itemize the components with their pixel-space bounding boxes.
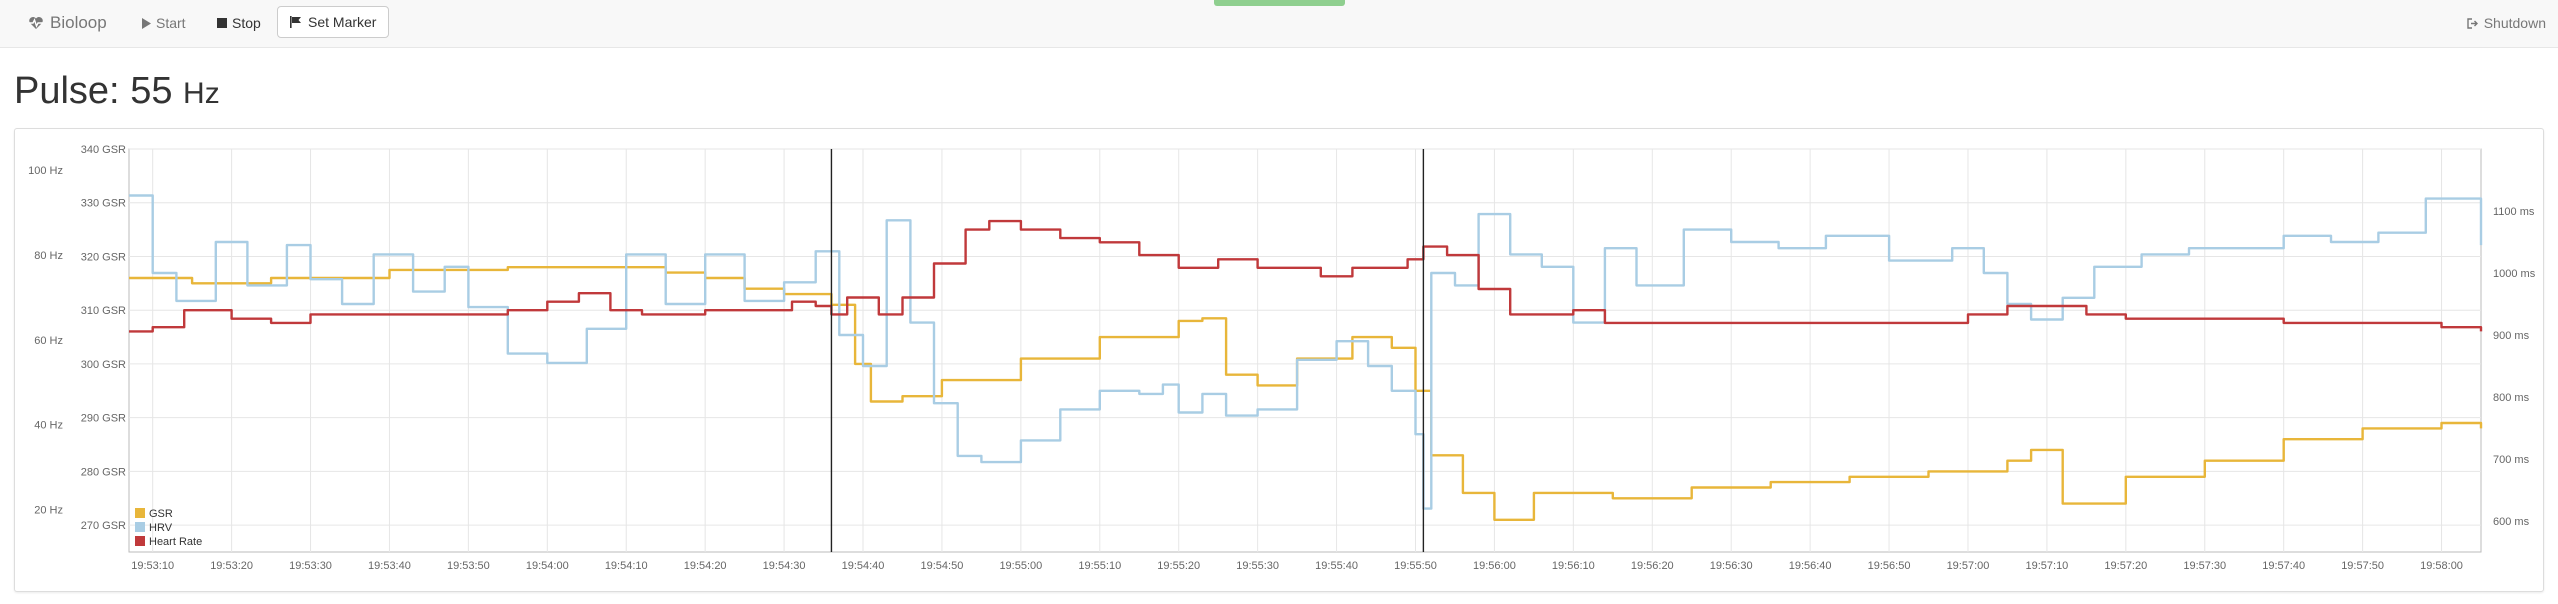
x-tick-label: 19:55:30: [1236, 560, 1279, 572]
start-label: Start: [156, 15, 186, 31]
hz-tick-label: 20 Hz: [34, 505, 63, 517]
hz-tick-label: 40 Hz: [34, 420, 63, 432]
shutdown-link[interactable]: Shutdown: [2467, 15, 2546, 31]
x-tick-label: 19:56:00: [1473, 560, 1516, 572]
legend-label: GSR: [149, 508, 173, 520]
legend-swatch: [135, 536, 145, 546]
plot-area: [128, 148, 2482, 553]
x-tick-label: 19:53:40: [368, 560, 411, 572]
x-tick-label: 19:54:40: [842, 560, 885, 572]
x-tick-label: 19:54:30: [763, 560, 806, 572]
x-tick-label: 19:57:10: [2025, 560, 2068, 572]
pulse-heading: Pulse: 55 Hz: [14, 70, 220, 113]
series-hrv: [129, 194, 2483, 510]
x-tick-label: 19:56:30: [1710, 560, 1753, 572]
x-tick-label: 19:55:50: [1394, 560, 1437, 572]
play-icon: [142, 17, 151, 29]
stop-icon: [217, 18, 227, 28]
start-link[interactable]: Start: [142, 15, 186, 31]
legend-label: Heart Rate: [149, 536, 202, 548]
x-tick-label: 19:56:50: [1868, 560, 1911, 572]
pulse-unit: Hz: [183, 77, 220, 110]
gsr-tick-label: 310 GSR: [81, 305, 126, 317]
biofeedback-chart: 19:53:10 19:53:20 19:53:30 19:53:40 19:53:50…: [28, 144, 2536, 572]
hz-tick-label: 100 Hz: [28, 165, 63, 177]
x-tick-label: 19:55:10: [1078, 560, 1121, 572]
x-tick-label: 19:57:50: [2341, 560, 2384, 572]
stop-link[interactable]: Stop: [217, 15, 261, 31]
ms-tick-label: 600 ms: [2493, 516, 2530, 528]
x-tick-label: 19:56:20: [1631, 560, 1674, 572]
gsr-tick-label: 290 GSR: [81, 413, 126, 425]
x-tick-label: 19:57:40: [2262, 560, 2305, 572]
hz-tick-label: 80 Hz: [34, 250, 63, 262]
brand-label: Bioloop: [50, 13, 107, 32]
ms-tick-label: 800 ms: [2493, 392, 2530, 404]
ms-tick-label: 1100 ms: [2493, 206, 2535, 218]
x-tick-label: 19:57:00: [1947, 560, 1990, 572]
stop-label: Stop: [232, 15, 261, 31]
navbar: Bioloop Start Stop Set Marker Shutdown: [0, 0, 2558, 48]
ms-tick-label: 900 ms: [2493, 330, 2530, 342]
x-tick-label: 19:54:10: [605, 560, 648, 572]
x-tick-label: 19:53:20: [210, 560, 253, 572]
x-tick-label: 19:53:50: [447, 560, 490, 572]
x-tick-label: 19:53:30: [289, 560, 332, 572]
legend-label: HRV: [149, 522, 173, 534]
top-indicator-tab[interactable]: [1214, 0, 1345, 6]
flag-icon: [290, 16, 301, 28]
x-tick-label: 19:56:40: [1789, 560, 1832, 572]
x-tick-label: 19:54:50: [921, 560, 964, 572]
shutdown-label: Shutdown: [2483, 15, 2546, 31]
series-heart-rate: [129, 219, 2483, 333]
heartbeat-icon: [29, 17, 43, 29]
gsr-tick-label: 320 GSR: [81, 251, 126, 263]
ms-tick-label: 700 ms: [2493, 454, 2530, 466]
set-marker-button[interactable]: Set Marker: [277, 6, 390, 38]
hz-tick-label: 60 Hz: [34, 335, 63, 347]
x-tick-label: 19:56:10: [1552, 560, 1595, 572]
x-tick-label: 19:55:00: [999, 560, 1042, 572]
x-tick-label: 19:55:20: [1157, 560, 1200, 572]
gsr-tick-label: 280 GSR: [81, 466, 126, 478]
pulse-label: Pulse:: [14, 70, 120, 112]
sign-out-icon: [2467, 17, 2478, 29]
legend-swatch: [135, 522, 145, 532]
x-tick-label: 19:55:40: [1315, 560, 1358, 572]
gsr-tick-label: 300 GSR: [81, 359, 126, 371]
ms-tick-label: 1000 ms: [2493, 268, 2536, 280]
gsr-tick-label: 330 GSR: [81, 198, 126, 210]
gsr-tick-label: 340 GSR: [81, 144, 126, 156]
x-tick-label: 19:54:00: [526, 560, 569, 572]
x-tick-label: 19:57:30: [2183, 560, 2226, 572]
x-tick-label: 19:54:20: [684, 560, 727, 572]
brand[interactable]: Bioloop: [28, 13, 107, 33]
x-tick-label: 19:57:20: [2104, 560, 2147, 572]
legend-swatch: [135, 508, 145, 518]
x-tick-label: 19:53:10: [131, 560, 174, 572]
chart-panel: 19:53:10 19:53:20 19:53:30 19:53:40 19:53:50…: [14, 128, 2544, 592]
gsr-tick-label: 270 GSR: [81, 520, 126, 532]
x-tick-label: 19:58:00: [2420, 560, 2463, 572]
pulse-value: 55: [130, 70, 173, 112]
set-marker-label: Set Marker: [308, 14, 377, 30]
